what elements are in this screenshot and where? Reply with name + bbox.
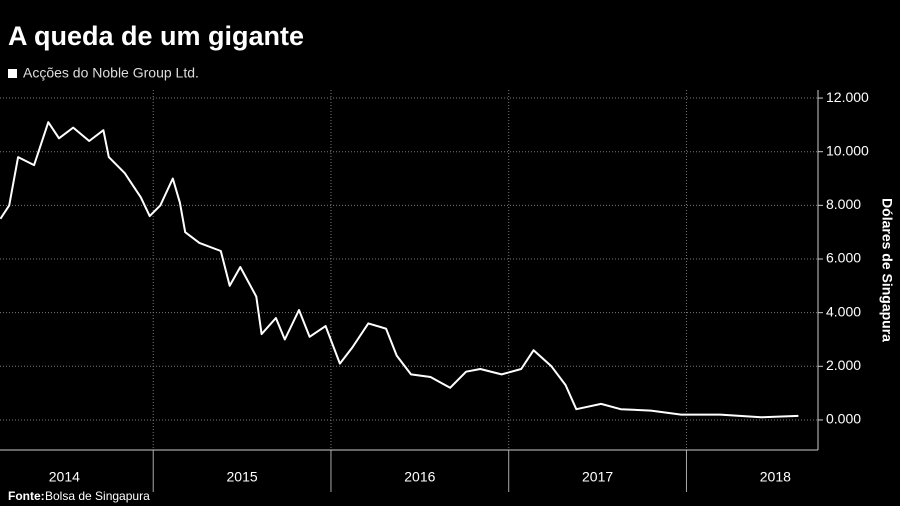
y-axis-label: Dólares de Singapura bbox=[879, 198, 895, 342]
y-tick-label: 4.000 bbox=[826, 303, 861, 319]
y-tick-label: 12.000 bbox=[826, 89, 869, 105]
legend-swatch bbox=[8, 69, 17, 78]
x-tick-label: 2016 bbox=[404, 469, 435, 485]
source: Bolsa de Singapura bbox=[45, 489, 150, 503]
x-tick-label: 2015 bbox=[227, 469, 258, 485]
x-tick-label: 2017 bbox=[582, 469, 613, 485]
y-tick-label: 0.000 bbox=[826, 411, 861, 427]
x-tick-label: 2014 bbox=[49, 469, 80, 485]
y-tick-label: 2.000 bbox=[826, 357, 861, 373]
source-label: Fonte: bbox=[8, 489, 45, 503]
legend-label: Acções do Noble Group Ltd. bbox=[23, 65, 199, 81]
y-tick-label: 6.000 bbox=[826, 250, 861, 266]
y-tick-label: 8.000 bbox=[826, 196, 861, 212]
x-tick-label: 2018 bbox=[760, 469, 791, 485]
y-tick-label: 10.000 bbox=[826, 142, 869, 158]
price-line bbox=[0, 121, 799, 419]
chart-title: A queda de um gigante bbox=[8, 21, 304, 51]
